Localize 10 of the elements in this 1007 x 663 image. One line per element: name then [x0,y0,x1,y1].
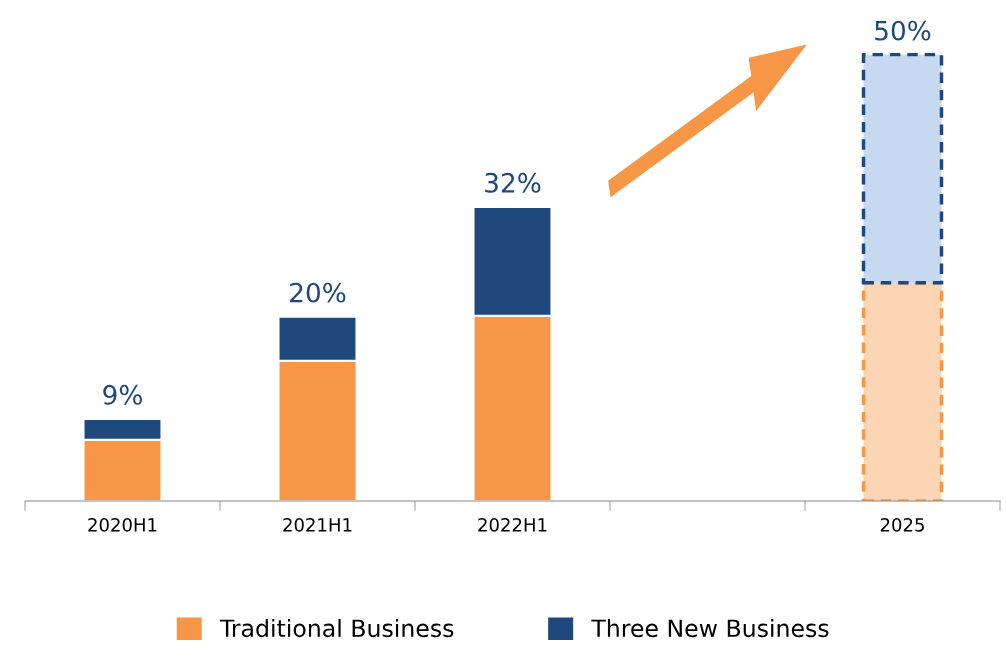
x-tick-label: 2025 [880,517,924,532]
annotation: 32% [485,172,541,193]
legend-label: Three New Business [591,618,829,638]
x-tick-label: 2021H1 [283,517,352,532]
annotation: 9% [103,384,142,405]
x-tick-label: 2022H1 [478,517,547,532]
legend-label: Traditional Business [219,618,454,638]
annotation: 20% [290,282,346,303]
x-tick-label: 2020H1 [88,517,157,532]
annotation: 50% [875,20,931,41]
